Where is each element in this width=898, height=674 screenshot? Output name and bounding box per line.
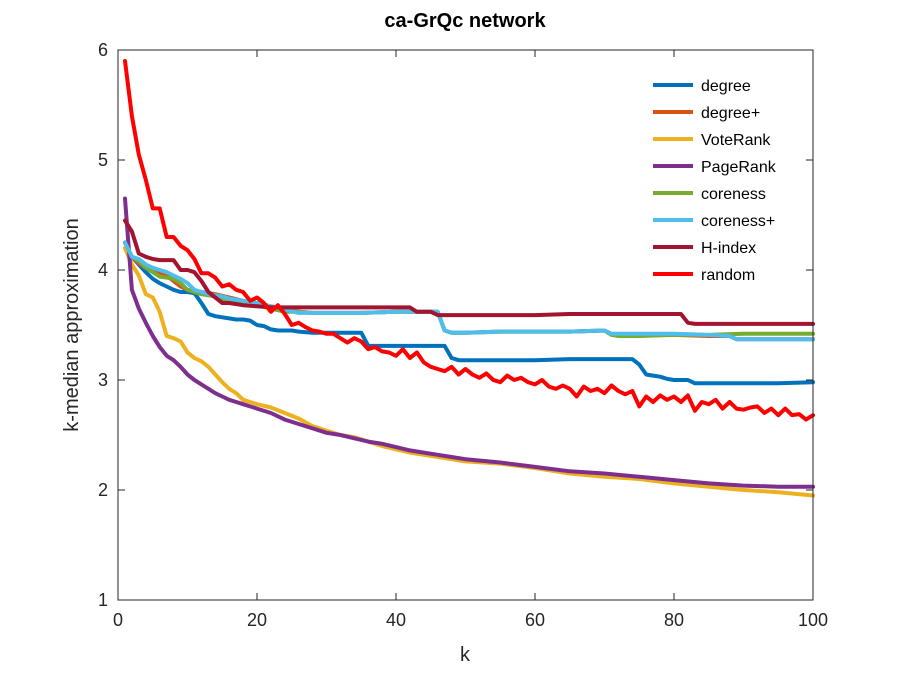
- tick-layer: 0 20 40 60 80 100 1 2 3 4 5 6: [98, 40, 828, 630]
- x-tick-label: 20: [247, 610, 267, 630]
- x-tick-label: 100: [798, 610, 828, 630]
- series-line-coreness-plus: [123, 240, 815, 342]
- y-tick-label: 3: [98, 370, 108, 390]
- chart-title: ca-GrQc network: [384, 10, 546, 32]
- legend: degree degree+ VoteRank PageRank coreness cor…: [653, 78, 777, 284]
- series-line-h-index: [123, 218, 815, 326]
- legend-label-random: random: [701, 267, 755, 284]
- series-line-random: [123, 59, 815, 422]
- x-axis-label: k: [460, 644, 471, 666]
- y-tick-label: 4: [98, 260, 108, 280]
- legend-label-degree: degree: [701, 78, 751, 95]
- legend-label-coreness: coreness: [701, 186, 766, 203]
- axes-box: [117, 49, 814, 601]
- y-tick-label: 5: [98, 150, 108, 170]
- series-layer: [123, 59, 815, 498]
- legend-label-coreness-plus: coreness+: [701, 213, 775, 230]
- series-line-pagerank: [123, 196, 815, 489]
- x-tick-label: 40: [386, 610, 406, 630]
- legend-label-degree-plus: degree+: [701, 105, 760, 122]
- x-tick-label: 60: [525, 610, 545, 630]
- x-tick-label: 0: [113, 610, 123, 630]
- y-tick-label: 6: [98, 40, 108, 60]
- x-tick-label: 80: [664, 610, 684, 630]
- y-axis-label: k-median approximation: [61, 218, 83, 431]
- legend-label-voterank: VoteRank: [701, 132, 771, 149]
- y-tick-label: 2: [98, 480, 108, 500]
- legend-label-h-index: H-index: [701, 240, 756, 257]
- y-tick-label: 1: [98, 590, 108, 610]
- legend-label-pagerank: PageRank: [701, 159, 777, 176]
